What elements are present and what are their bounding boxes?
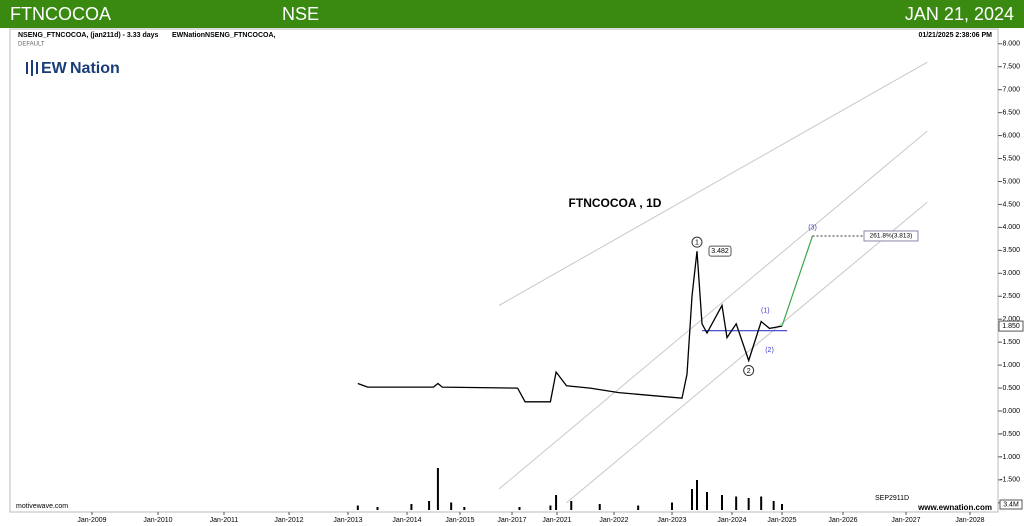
- price-label: 1.850: [1002, 323, 1020, 330]
- volume-bar: [772, 501, 775, 510]
- volume-bar: [760, 496, 763, 510]
- y-tick-label: 8.000: [1002, 41, 1020, 48]
- wave-label: 1: [695, 240, 699, 247]
- channel-line: [566, 201, 928, 504]
- wave-label: (3): [808, 224, 817, 231]
- volume-bar: [637, 505, 640, 510]
- channel-line: [498, 61, 928, 306]
- volume-bar: [356, 505, 359, 510]
- x-tick-label: Jan-2026: [828, 517, 857, 524]
- header-exchange: NSE: [282, 4, 319, 24]
- wave-label: 2: [747, 368, 751, 375]
- channel-line: [498, 130, 928, 490]
- volume-label: 3.4M: [1003, 501, 1019, 508]
- y-tick-label: -1.000: [1000, 454, 1020, 461]
- y-tick-label: 5.000: [1002, 178, 1020, 185]
- x-tick-label: Jan-2024: [717, 517, 746, 524]
- y-tick-label: 1.000: [1002, 362, 1020, 369]
- volume-bar: [706, 492, 708, 510]
- x-tick-label: Jan-2023: [657, 517, 686, 524]
- x-tick-label: Jan-2027: [891, 517, 920, 524]
- x-tick-label: Jan-2014: [392, 517, 421, 524]
- volume-bar: [781, 504, 783, 510]
- volume-bar: [463, 507, 466, 510]
- volume-bar: [549, 505, 552, 510]
- volume-bar: [735, 496, 738, 510]
- y-tick-label: 4.000: [1002, 224, 1020, 231]
- target-label: 261.8%(3.813): [870, 233, 913, 240]
- target-box: [863, 230, 919, 242]
- y-tick-label: 4.500: [1002, 201, 1020, 208]
- logo: EW Nation: [26, 60, 120, 77]
- y-tick-label: 0.500: [1002, 385, 1020, 392]
- volume-label-box: [999, 499, 1023, 510]
- y-tick-label: 6.500: [1002, 109, 1020, 116]
- volume-bar: [376, 507, 379, 510]
- header-date: JAN 21, 2024: [905, 4, 1014, 24]
- footer-right: www.ewnation.com: [917, 503, 992, 512]
- logo-text: Nation: [70, 60, 120, 77]
- logo-bar: [36, 62, 38, 74]
- volume-bar: [747, 498, 750, 510]
- x-tick-label: Jan-2022: [599, 517, 628, 524]
- timestamp: 01/21/2025 2:38:06 PM: [918, 32, 992, 39]
- logo-bar: [31, 60, 33, 76]
- volume-bar: [696, 480, 698, 510]
- volume-bar: [436, 468, 439, 510]
- plot-frame: [9, 28, 999, 513]
- volume-bar: [671, 502, 673, 510]
- y-tick-label: 2.500: [1002, 293, 1020, 300]
- y-tick-label: 7.000: [1002, 87, 1020, 94]
- footer-left: motivewave.com: [16, 503, 68, 510]
- y-tick-label: -0.500: [1000, 431, 1020, 438]
- volume-bar: [691, 489, 693, 510]
- volume-bar: [450, 502, 453, 510]
- y-tick-label: 2.000: [1002, 316, 1020, 323]
- x-tick-label: Jan-2025: [767, 517, 796, 524]
- volume-bar: [555, 495, 558, 510]
- x-tick-label: Jan-2011: [210, 517, 239, 524]
- logo-mark: EW: [41, 60, 68, 77]
- x-tick-label: Jan-2013: [333, 517, 362, 524]
- x-tick-label: Jan-2010: [143, 517, 172, 524]
- wave-circle: [691, 236, 703, 248]
- x-tick-label: Jan-2012: [274, 517, 303, 524]
- y-tick-label: 5.500: [1002, 155, 1020, 162]
- chart-title: FTNCOCOA , 1D: [569, 196, 662, 210]
- study-name: EWNationNSENG_FTNCOCOA,: [172, 32, 276, 39]
- peak-label: 3.482: [711, 248, 729, 255]
- x-tick-label: Jan-2017: [497, 517, 526, 524]
- x-tick-label: Jan-2015: [445, 517, 474, 524]
- volume-bar: [410, 504, 413, 510]
- x-tick-label: Jan-2028: [955, 517, 984, 524]
- volume-bar: [428, 501, 431, 510]
- projection-line: [781, 235, 814, 327]
- logo-bar: [26, 62, 28, 74]
- x-tick-label: Jan-2009: [77, 517, 106, 524]
- footer-code: SEP2911D: [875, 495, 909, 502]
- peak-label-box: [708, 245, 732, 257]
- volume-bar: [518, 507, 521, 510]
- volume-bar: [570, 501, 573, 510]
- y-tick-label: 0.000: [1002, 408, 1020, 415]
- price-line: [357, 251, 783, 403]
- y-tick-label: 3.500: [1002, 247, 1020, 254]
- volume-bar: [721, 495, 723, 510]
- y-tick-label: 3.000: [1002, 270, 1020, 277]
- study-label: NSENG_FTNCOCOA, (jan211d) - 3.33 days: [18, 32, 159, 39]
- x-tick-label: Jan-2021: [542, 517, 571, 524]
- header-bar: [0, 0, 1024, 28]
- y-tick-label: 1.500: [1002, 339, 1020, 346]
- header-symbol: FTNCOCOA: [10, 4, 111, 24]
- y-tick-label: -1.500: [1000, 477, 1020, 484]
- y-tick-label: 6.000: [1002, 132, 1020, 139]
- wave-circle: [743, 365, 755, 377]
- wave-label: (1): [761, 308, 770, 315]
- y-tick-label: 7.500: [1002, 64, 1020, 71]
- price-label-box: [998, 320, 1024, 332]
- volume-bar: [598, 504, 601, 510]
- wave-label: (2): [765, 347, 774, 354]
- template: DEFAULT: [18, 42, 45, 48]
